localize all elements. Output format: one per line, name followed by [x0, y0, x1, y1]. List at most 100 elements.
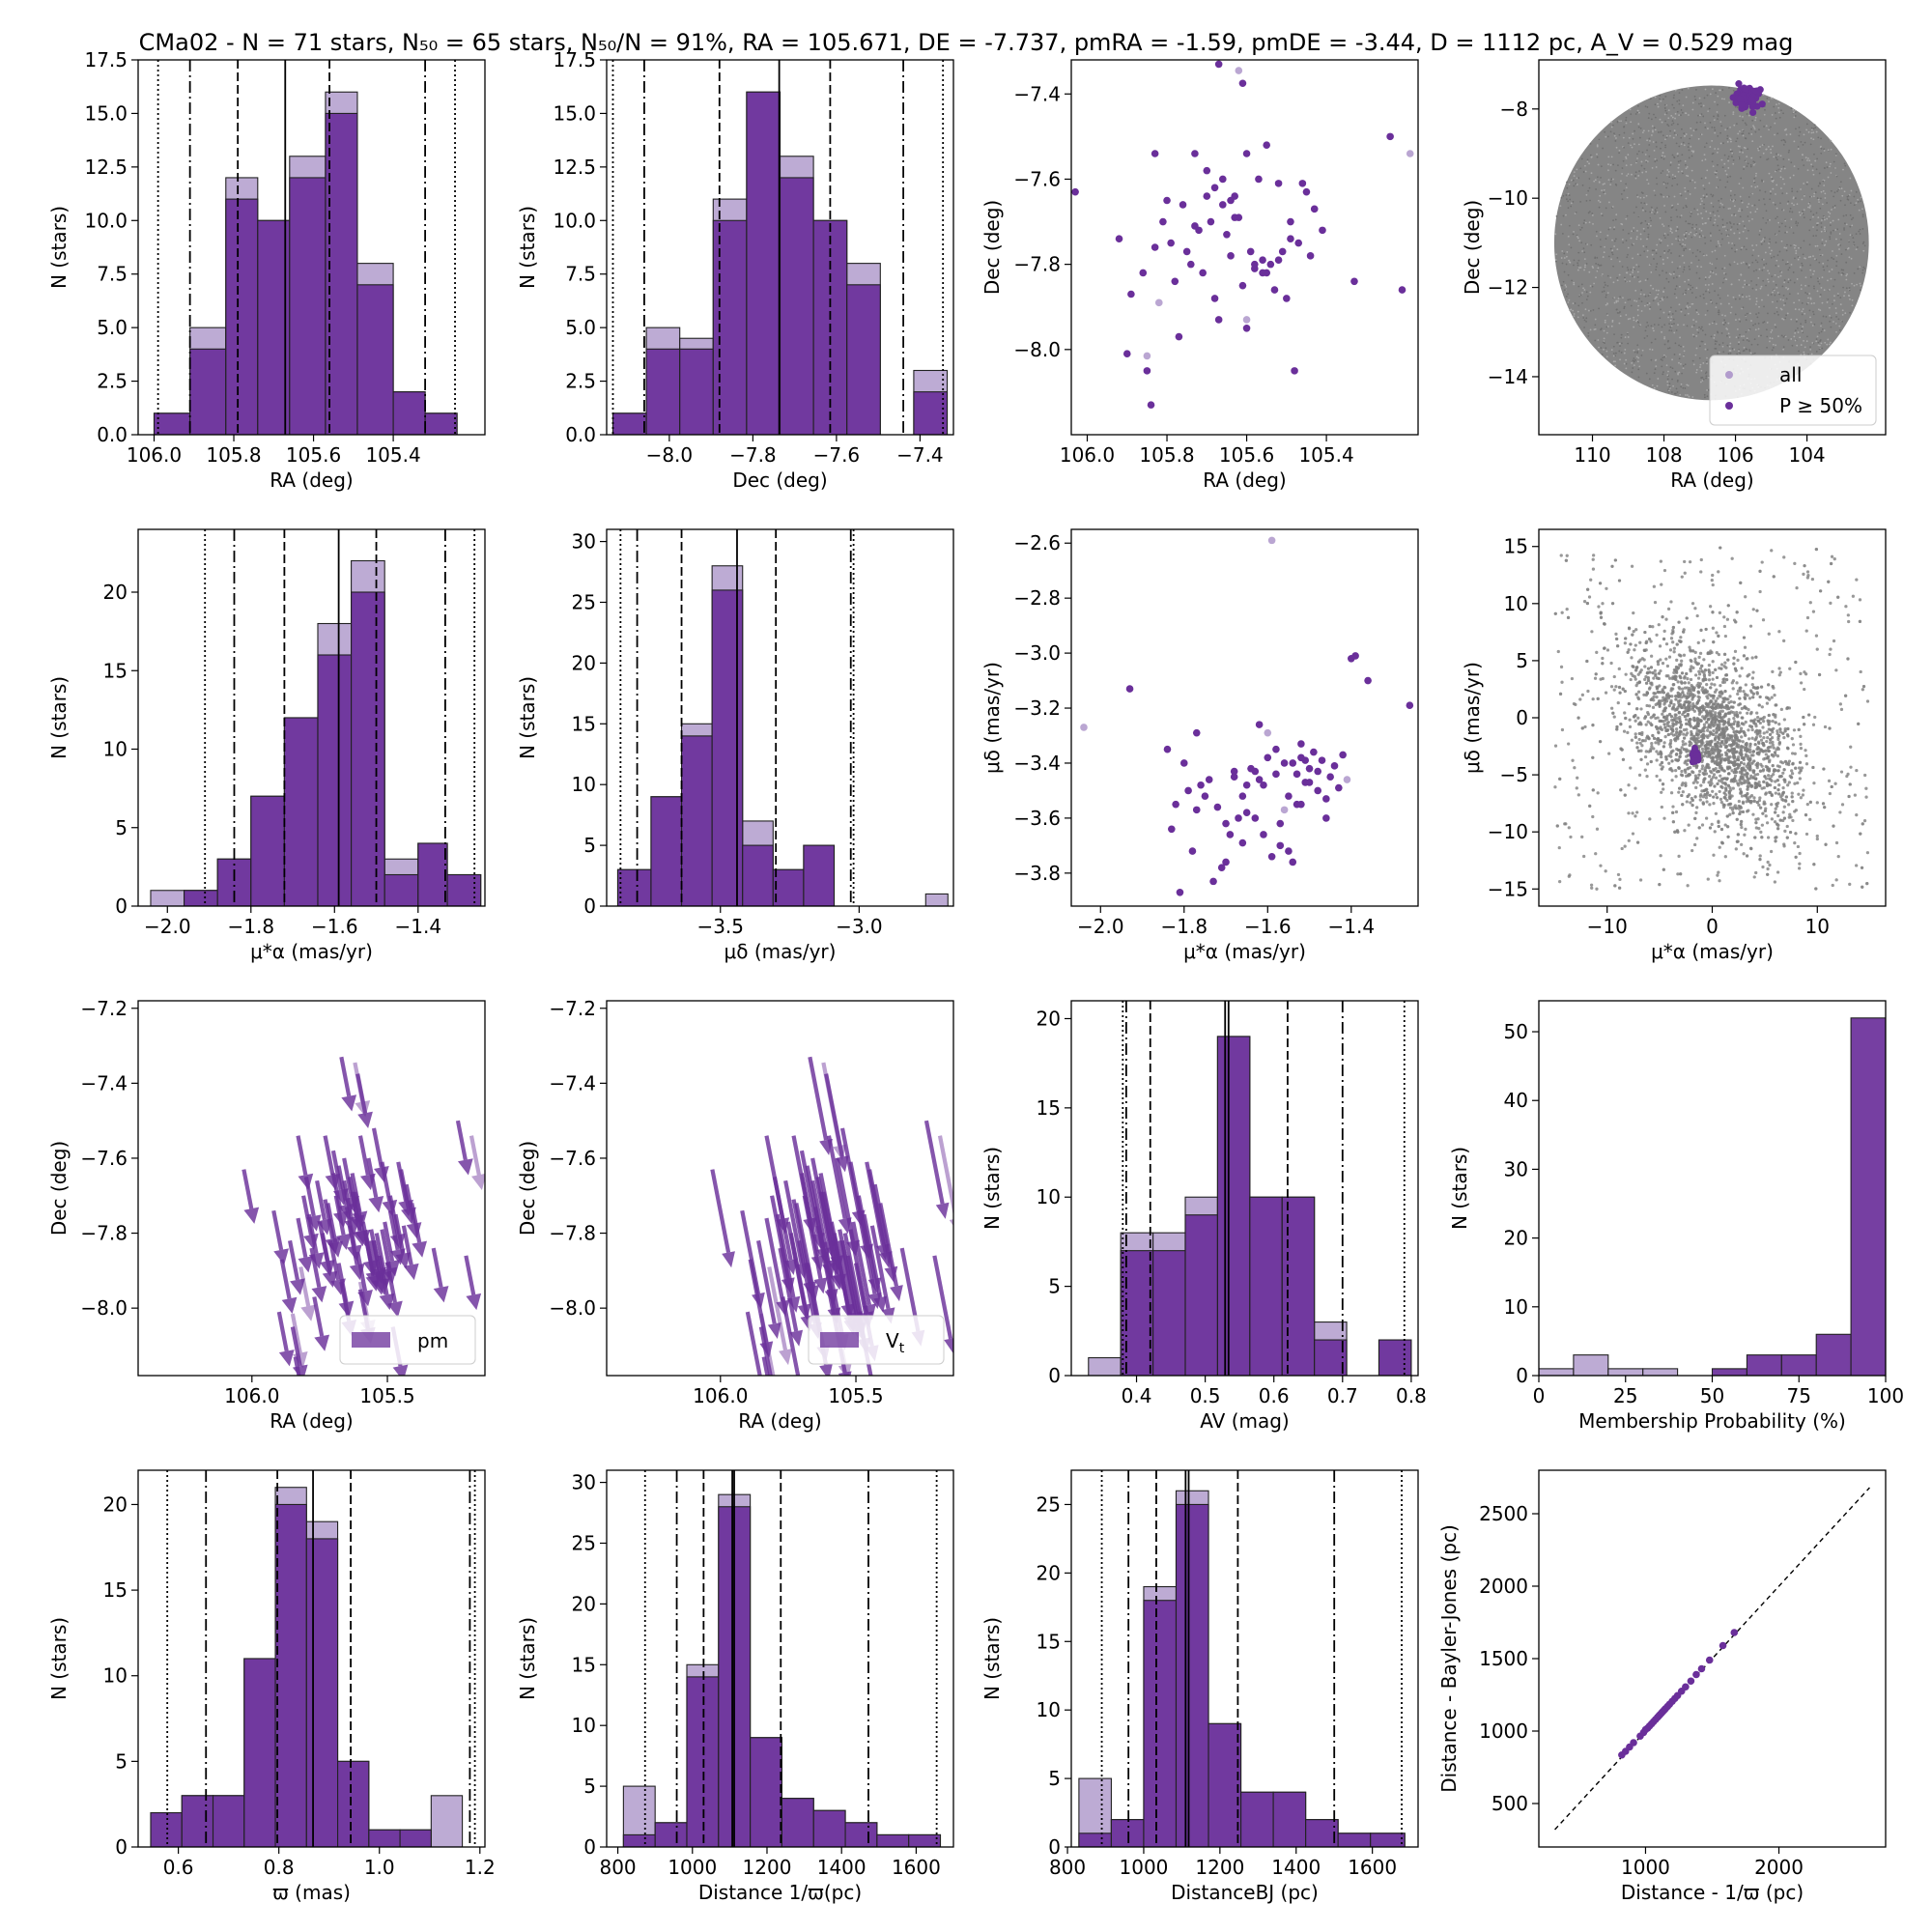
field-star — [1829, 224, 1832, 227]
field-star — [1678, 344, 1680, 347]
field-star — [1606, 292, 1609, 295]
field-star — [1787, 158, 1790, 161]
field-star — [1691, 333, 1694, 336]
field-star — [1783, 139, 1786, 142]
ra-dec-scatter-ytick-label: −7.6 — [1013, 167, 1061, 190]
field-star — [1853, 243, 1856, 246]
field-star — [1663, 287, 1666, 290]
field-star — [1717, 352, 1719, 355]
field-star — [1629, 273, 1632, 276]
field-star — [1721, 314, 1723, 317]
field-star — [1594, 324, 1597, 327]
dec-hist-panel: −8.0 −7.8 −7.6 −7.40.02.55.07.510.012.515.0… — [516, 48, 954, 492]
field-star — [1839, 199, 1842, 202]
field-star — [1845, 287, 1848, 290]
field-star — [1695, 128, 1698, 131]
field-star — [1604, 321, 1606, 324]
field-star — [1579, 267, 1582, 269]
field-star — [1738, 238, 1741, 240]
field-star — [1673, 270, 1675, 273]
field-star — [1724, 169, 1727, 172]
pm-scatter-point — [1251, 767, 1260, 776]
field-star — [1633, 242, 1634, 245]
field-star — [1620, 192, 1623, 195]
field-star — [1569, 198, 1572, 201]
field-star — [1780, 240, 1783, 242]
field-star — [1700, 105, 1703, 108]
field-star — [1755, 283, 1758, 286]
pmdec-hist-bar-member — [650, 796, 683, 906]
field-star — [1729, 189, 1732, 192]
field-star — [1636, 344, 1639, 347]
field-star — [1691, 286, 1694, 289]
field-star — [1698, 97, 1701, 99]
field-star — [1758, 128, 1760, 131]
field-star — [1727, 159, 1730, 162]
field-star — [1714, 100, 1716, 103]
field-star — [1779, 274, 1782, 277]
field-star — [1690, 292, 1693, 294]
field-star — [1738, 294, 1741, 297]
field-star — [1665, 271, 1667, 274]
field-star — [1682, 104, 1685, 107]
field-star — [1713, 337, 1716, 339]
ra-dec-scatter-point — [1210, 184, 1219, 192]
field-star — [1745, 248, 1747, 251]
ra-dec-scatter-point — [1191, 150, 1199, 157]
field-star — [1807, 130, 1810, 133]
field-star — [1719, 229, 1721, 232]
field-star — [1585, 263, 1588, 265]
field-star — [1677, 203, 1679, 206]
field-star — [1589, 328, 1592, 331]
pm-scatter-frame — [1070, 528, 1419, 907]
legend-marker-member — [1725, 402, 1733, 410]
field-star — [1712, 206, 1715, 208]
field-star — [1742, 220, 1745, 223]
field-star — [1768, 246, 1771, 249]
pm-scatter-point — [1272, 770, 1280, 779]
field-star — [1733, 261, 1736, 264]
field-star — [1695, 223, 1698, 226]
field-star — [1572, 200, 1575, 203]
field-star — [1607, 228, 1610, 231]
field-star — [1833, 205, 1836, 207]
field-star — [1663, 237, 1666, 240]
field-star — [1772, 346, 1775, 349]
field-star — [1789, 244, 1792, 247]
ra-dec-scatter-point — [1294, 239, 1303, 247]
field-star — [1670, 391, 1673, 393]
field-star — [1813, 270, 1815, 272]
field-star — [1667, 170, 1670, 173]
dec-hist-ytick-label: 15.0 — [553, 101, 596, 125]
field-star — [1762, 152, 1765, 155]
field-star — [1804, 257, 1806, 260]
field-star — [1708, 291, 1711, 294]
field-star — [1654, 213, 1656, 215]
field-star — [1695, 369, 1698, 371]
field-star — [1676, 379, 1679, 382]
field-star — [1623, 305, 1626, 308]
field-star — [1584, 264, 1586, 267]
field-star — [1799, 336, 1802, 339]
field-star — [1640, 300, 1643, 303]
field-star — [1844, 291, 1846, 294]
field-star — [1636, 157, 1638, 159]
field-star — [1583, 319, 1586, 322]
field-star — [1676, 226, 1679, 228]
field-star — [1561, 284, 1563, 287]
field-star — [1632, 137, 1634, 140]
field-star — [1720, 197, 1722, 200]
field-ra-dec-plot-area — [1553, 80, 1869, 401]
pmra-hist-bar-all — [150, 890, 185, 906]
field-star — [1774, 324, 1776, 327]
field-star — [1743, 168, 1745, 170]
field-star — [1803, 183, 1805, 185]
field-star — [1844, 204, 1846, 207]
field-star — [1569, 261, 1571, 264]
field-star — [1618, 312, 1620, 314]
field-star — [1664, 138, 1666, 141]
field-star — [1741, 246, 1744, 249]
field-star — [1620, 351, 1623, 354]
field-star — [1700, 102, 1702, 104]
field-star — [1663, 337, 1666, 340]
